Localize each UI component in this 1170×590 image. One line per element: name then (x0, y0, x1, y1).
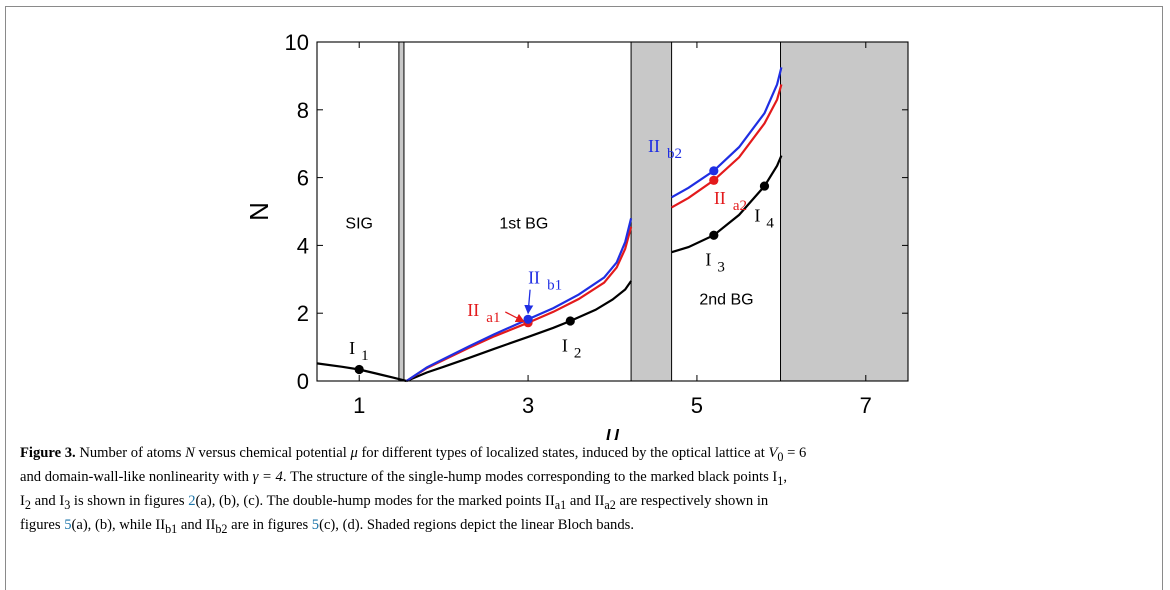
marked-point (354, 364, 364, 375)
point-label-subscript: 2 (574, 346, 582, 362)
point-label: I (754, 206, 760, 226)
point-label: I (705, 250, 711, 270)
point-arrow (524, 289, 534, 315)
caption-symbol: μ (350, 445, 358, 461)
y-tick-label: 0 (297, 369, 309, 394)
point-label-subscript: b2 (667, 146, 682, 162)
series-line (671, 84, 783, 209)
caption-text: and domain-wall-like nonlinearity with (20, 468, 253, 485)
caption-text: and II (566, 492, 605, 509)
marked-point (759, 181, 770, 191)
point-label-subscript: 3 (717, 260, 725, 276)
series-line (316, 362, 407, 383)
caption-text: = 6 (783, 445, 807, 461)
point-label: II (467, 300, 479, 320)
point-label-subscript: a1 (486, 310, 500, 326)
caption-text: is shown in figures (70, 492, 189, 509)
series-line (671, 155, 783, 254)
caption-text: . The structure of the single-hump modes… (282, 468, 778, 485)
caption-text: and I (30, 492, 65, 509)
caption-text: versus chemical potential (194, 445, 351, 461)
caption-text: are respectively shown in (615, 492, 769, 509)
y-tick-label: 10 (285, 30, 309, 55)
point-label: II (648, 136, 660, 156)
point-label-subscript: 4 (766, 216, 774, 232)
caption-symbol: N (185, 445, 195, 461)
caption-symbol: γ = 4 (252, 468, 283, 485)
series-line (405, 226, 633, 382)
caption-symbol: V (768, 445, 778, 461)
x-axis-label: μ (604, 419, 619, 440)
point-label-subscript: a2 (733, 198, 747, 214)
caption-text: , (783, 468, 788, 485)
y-axis-label: N (244, 202, 274, 221)
marked-point (709, 166, 719, 176)
caption-text: (a), (b), (c). The double-hump modes for… (195, 492, 555, 509)
marked-point (709, 175, 719, 185)
caption-subscript: 3 (64, 497, 71, 512)
caption-subscript: a2 (604, 497, 616, 512)
figure-label: Figure 3. (20, 445, 76, 461)
point-label: II (714, 188, 726, 208)
x-tick-label: 3 (522, 393, 534, 418)
caption-text: are in figures (227, 516, 312, 533)
y-tick-label: 6 (297, 166, 309, 191)
marked-point (709, 230, 719, 240)
region-label: 2nd BG (699, 292, 753, 309)
point-label: I (562, 336, 568, 356)
series-line (671, 67, 783, 199)
points-layer (354, 166, 770, 375)
plot-frame (316, 41, 909, 382)
bloch-bands-layer (398, 41, 909, 382)
series-line (405, 218, 633, 382)
y-tick-label: 8 (297, 98, 309, 123)
caption-text: (a), (b), while II (71, 516, 166, 533)
figure-ref-link[interactable]: 5 (64, 516, 72, 533)
curves-layer (316, 67, 783, 383)
point-label: I (349, 338, 355, 358)
caption-text: (c), (d). Shaded regions depict the line… (319, 516, 634, 533)
figure-caption: Figure 3. Number of atoms N versus chemi… (20, 443, 1150, 539)
caption-subscript: 2 (24, 497, 31, 512)
caption-text: and II (177, 516, 216, 533)
region-label: 1st BG (499, 215, 548, 232)
series-line (406, 280, 633, 383)
caption-text: for different types of localized states,… (357, 445, 769, 461)
point-label-subscript: b1 (547, 278, 562, 294)
caption-text: I (20, 492, 25, 509)
caption-subscript: b1 (165, 521, 178, 536)
caption-subscript: 0 (777, 449, 784, 464)
figure-ref-link[interactable]: 5 (311, 516, 320, 533)
x-tick-label: 5 (691, 393, 703, 418)
caption-subscript: a1 (554, 497, 567, 512)
x-tick-label: 1 (353, 393, 365, 418)
bloch-band (780, 41, 909, 382)
point-label: II (528, 268, 540, 288)
point-label-subscript: 1 (361, 348, 369, 364)
point-arrow (504, 311, 525, 323)
x-tick-label: 7 (860, 393, 872, 418)
caption-subscript: 1 (777, 473, 784, 488)
region-label: SIG (345, 215, 373, 232)
bloch-band (630, 41, 673, 382)
y-tick-label: 2 (297, 301, 309, 326)
marked-point (565, 316, 575, 326)
marked-point (523, 314, 533, 324)
caption-text: figures (20, 516, 65, 533)
axes-layer: 1 3 5 7 0 2 4 6 8 10 μ N (244, 30, 909, 440)
figure-ref-link[interactable]: 2 (188, 492, 196, 509)
caption-subscript: b2 (215, 521, 228, 536)
bloch-band (398, 41, 405, 382)
y-tick-label: 4 (297, 233, 309, 258)
figure-frame (5, 6, 1163, 590)
caption-text: Number of atoms (75, 445, 186, 461)
